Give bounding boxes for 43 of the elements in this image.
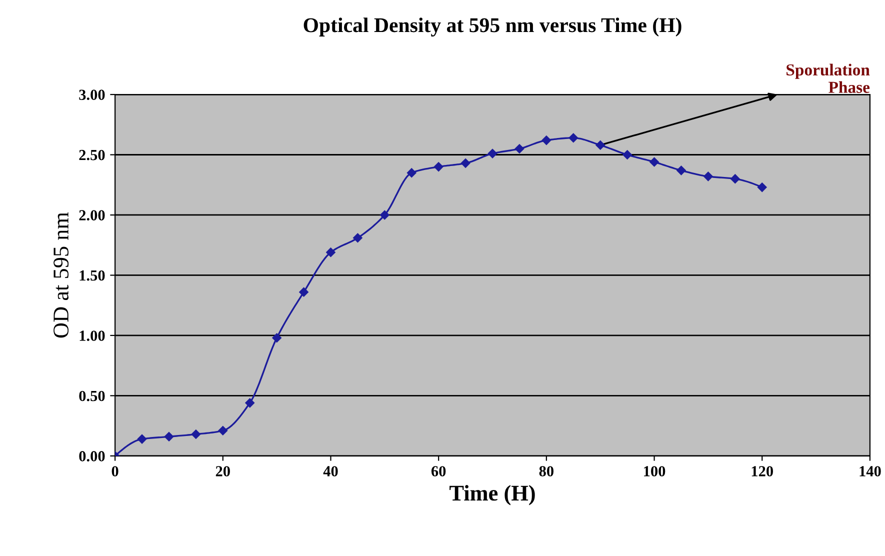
y-tick-label: 2.00 <box>79 210 105 221</box>
y-tick-label: 3.00 <box>79 90 105 100</box>
chart-title: Optical Density at 595 nm versus Time (H) <box>304 18 682 37</box>
y-tick-label: 0.00 <box>79 451 105 462</box>
y-axis-title: OD at 595 nm <box>54 212 69 338</box>
point <box>704 172 713 182</box>
x-tick-label: 100 <box>644 466 666 476</box>
point <box>272 333 282 342</box>
annotation: Sporulation Phase <box>786 64 870 93</box>
point <box>622 150 632 160</box>
point <box>137 434 147 444</box>
point <box>299 287 308 297</box>
x-tick-label: 140 <box>860 466 881 476</box>
point <box>406 168 416 178</box>
point <box>568 133 578 143</box>
point <box>245 398 254 408</box>
point <box>460 158 470 168</box>
point <box>353 233 362 242</box>
point <box>164 432 174 442</box>
x-tick-label: 120 <box>752 466 773 476</box>
point <box>676 166 686 176</box>
point <box>757 182 767 192</box>
x-tick-label: 60 <box>431 466 446 476</box>
point <box>218 426 228 436</box>
x-tick-label: 40 <box>323 466 338 476</box>
y-tick-label: 1.50 <box>80 270 105 281</box>
x-tick-label: 0 <box>112 466 118 476</box>
x-tick-label: 20 <box>216 466 230 476</box>
point <box>191 430 201 439</box>
point <box>730 174 740 184</box>
point <box>596 140 605 150</box>
x-tick-label: 80 <box>539 466 554 476</box>
y-tick-label: 2.50 <box>79 150 105 160</box>
point <box>326 248 336 257</box>
x-axis-title: Time (H) <box>450 485 535 506</box>
point <box>514 144 524 154</box>
y-tick-label: 0.50 <box>79 390 105 402</box>
y-tick-label: 1.00 <box>80 330 105 341</box>
point <box>380 210 390 220</box>
point <box>488 148 498 158</box>
point <box>434 162 444 172</box>
point <box>542 136 552 145</box>
point <box>650 157 659 167</box>
